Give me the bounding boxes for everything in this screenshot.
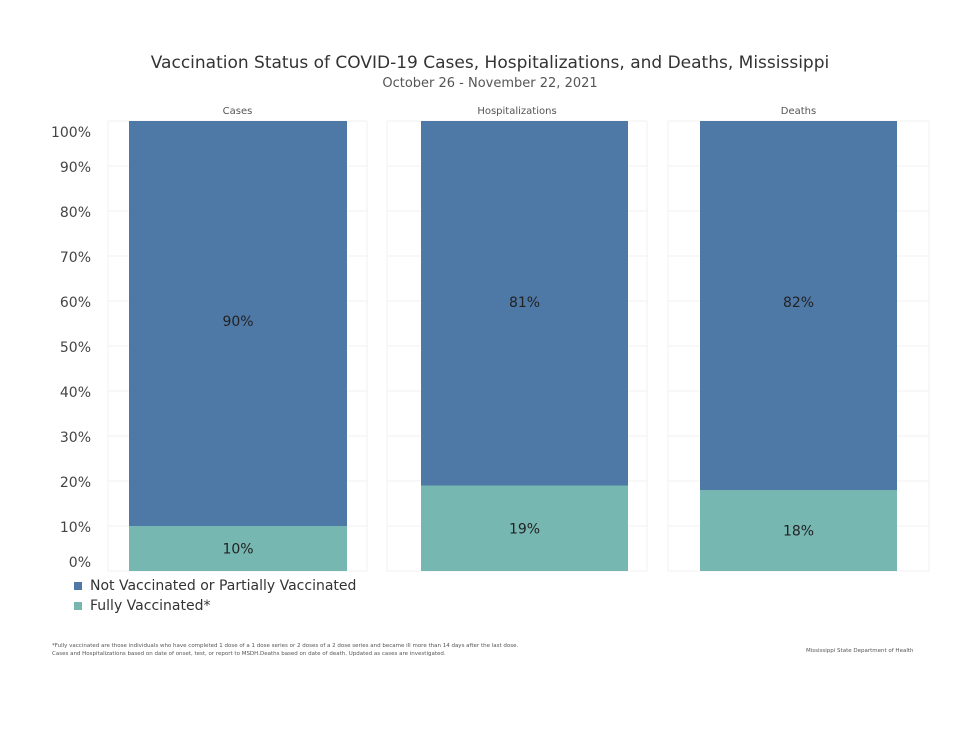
y-tick-label: 50% <box>60 340 91 356</box>
bar-segment <box>129 526 347 571</box>
bar-segment <box>421 485 628 571</box>
data-label: 90% <box>222 314 253 330</box>
category-header: Deaths <box>781 106 816 117</box>
legend-label: Fully Vaccinated* <box>90 598 211 614</box>
chart-subtitle: October 26 - November 22, 2021 <box>382 76 598 91</box>
y-tick-label: 20% <box>60 475 91 491</box>
y-tick-label: 30% <box>60 430 91 446</box>
bar-segment <box>129 121 347 526</box>
source-credit: Mississippi State Department of Health <box>806 648 914 654</box>
y-tick-label: 40% <box>60 385 91 401</box>
y-tick-label: 60% <box>60 295 91 311</box>
y-tick-label: 10% <box>60 520 91 536</box>
footnote-2: Cases and Hospitalizations based on date… <box>52 651 446 657</box>
data-label: 18% <box>783 524 814 540</box>
data-label: 82% <box>783 295 814 311</box>
data-label: 81% <box>509 295 540 311</box>
category-header: Cases <box>223 106 253 117</box>
category-header: Hospitalizations <box>477 106 556 117</box>
y-tick-label: 70% <box>60 250 91 266</box>
legend-item-fully-vaccinated[interactable]: Fully Vaccinated* <box>74 598 210 614</box>
bar-segment <box>700 490 897 571</box>
footnote-1: *Fully vaccinated are those individuals … <box>52 643 519 649</box>
y-tick-label: 0% <box>69 555 91 571</box>
data-label: 10% <box>222 542 253 558</box>
y-tick-label: 80% <box>60 205 91 221</box>
legend-label: Not Vaccinated or Partially Vaccinated <box>90 578 357 594</box>
data-label: 19% <box>509 521 540 537</box>
legend-item-not-vaccinated[interactable]: Not Vaccinated or Partially Vaccinated <box>74 578 356 594</box>
bar-segment <box>700 121 897 490</box>
plot-area: 0% 10% 20% 30% 40% 50% 60% 70% 80% 90% 100% Cases 10… <box>51 106 930 572</box>
legend-swatch <box>74 602 82 610</box>
y-tick-label: 90% <box>60 160 91 176</box>
legend-swatch <box>74 582 82 590</box>
bar-segment <box>421 121 628 486</box>
chart-title: Vaccination Status of COVID-19 Cases, Ho… <box>150 53 830 73</box>
y-tick-label: 100% <box>51 125 91 141</box>
